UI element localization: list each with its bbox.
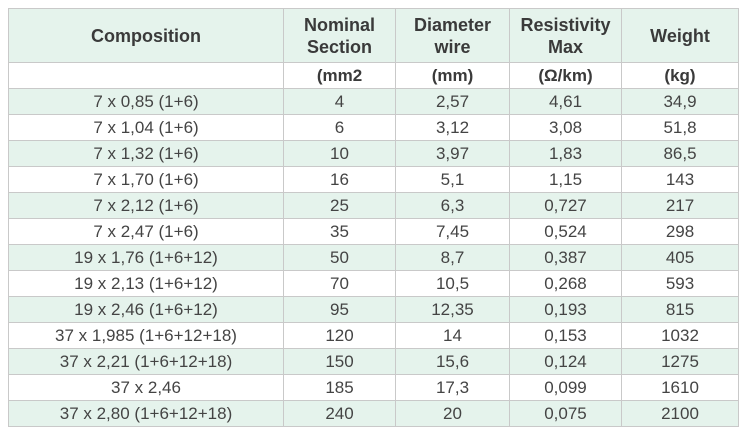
cell-resistivity: 0,524	[509, 218, 622, 245]
table-body: 7 x 0,85 (1+6) 4 2,57 4,61 34,9 7 x 1,04 (1+6…	[8, 88, 739, 427]
table-row: 19 x 2,46 (1+6+12) 95 12,35 0,193 815	[8, 296, 739, 323]
cell-nominal-section: 240	[283, 400, 396, 427]
cell-nominal-section: 50	[283, 244, 396, 271]
cell-resistivity: 3,08	[509, 114, 622, 141]
cell-composition: 7 x 1,70 (1+6)	[8, 166, 284, 193]
table-row: 37 x 2,46 185 17,3 0,099 1610	[8, 374, 739, 401]
table-row: 19 x 1,76 (1+6+12) 50 8,7 0,387 405	[8, 244, 739, 271]
unit-nominal-section: (mm2	[283, 62, 396, 89]
cell-composition: 37 x 1,985 (1+6+12+18)	[8, 322, 284, 349]
cell-diameter-wire: 17,3	[395, 374, 510, 401]
cell-diameter-wire: 8,7	[395, 244, 510, 271]
cell-weight: 51,8	[621, 114, 739, 141]
cell-nominal-section: 16	[283, 166, 396, 193]
cell-nominal-section: 95	[283, 296, 396, 323]
header-row: Composition Nominal Section Diameter wir…	[8, 8, 739, 63]
cell-nominal-section: 120	[283, 322, 396, 349]
cell-composition: 19 x 2,46 (1+6+12)	[8, 296, 284, 323]
cell-nominal-section: 10	[283, 140, 396, 167]
unit-weight: (kg)	[621, 62, 739, 89]
table-row: 7 x 1,04 (1+6) 6 3,12 3,08 51,8	[8, 114, 739, 141]
cell-resistivity: 0,153	[509, 322, 622, 349]
cell-composition: 7 x 2,12 (1+6)	[8, 192, 284, 219]
cell-weight: 1610	[621, 374, 739, 401]
cell-diameter-wire: 3,12	[395, 114, 510, 141]
cable-spec-table: Composition Nominal Section Diameter wir…	[8, 8, 739, 427]
table-row: 37 x 1,985 (1+6+12+18) 120 14 0,153 1032	[8, 322, 739, 349]
cell-nominal-section: 6	[283, 114, 396, 141]
cell-weight: 593	[621, 270, 739, 297]
cell-weight: 815	[621, 296, 739, 323]
units-row: (mm2 (mm) (Ω/km) (kg)	[8, 62, 739, 89]
cell-composition: 37 x 2,80 (1+6+12+18)	[8, 400, 284, 427]
cell-nominal-section: 35	[283, 218, 396, 245]
cell-diameter-wire: 6,3	[395, 192, 510, 219]
table-row: 7 x 1,70 (1+6) 16 5,1 1,15 143	[8, 166, 739, 193]
cell-composition: 19 x 2,13 (1+6+12)	[8, 270, 284, 297]
cell-weight: 1275	[621, 348, 739, 375]
cell-composition: 7 x 1,04 (1+6)	[8, 114, 284, 141]
cell-weight: 34,9	[621, 88, 739, 115]
cell-nominal-section: 4	[283, 88, 396, 115]
cell-resistivity: 0,727	[509, 192, 622, 219]
cell-composition: 7 x 1,32 (1+6)	[8, 140, 284, 167]
cell-weight: 217	[621, 192, 739, 219]
cell-resistivity: 1,83	[509, 140, 622, 167]
table-row: 37 x 2,80 (1+6+12+18) 240 20 0,075 2100	[8, 400, 739, 427]
cell-resistivity: 0,124	[509, 348, 622, 375]
cell-weight: 298	[621, 218, 739, 245]
unit-resistivity: (Ω/km)	[509, 62, 622, 89]
header-weight: Weight	[621, 8, 739, 63]
cell-diameter-wire: 3,97	[395, 140, 510, 167]
header-composition: Composition	[8, 8, 284, 63]
cell-weight: 1032	[621, 322, 739, 349]
cell-composition: 37 x 2,21 (1+6+12+18)	[8, 348, 284, 375]
cell-weight: 86,5	[621, 140, 739, 167]
cell-nominal-section: 185	[283, 374, 396, 401]
cell-resistivity: 4,61	[509, 88, 622, 115]
header-nominal-section: Nominal Section	[283, 8, 396, 63]
unit-diameter-wire: (mm)	[395, 62, 510, 89]
cell-resistivity: 0,387	[509, 244, 622, 271]
header-diameter-wire: Diameter wire	[395, 8, 510, 63]
cell-composition: 37 x 2,46	[8, 374, 284, 401]
cell-diameter-wire: 15,6	[395, 348, 510, 375]
cell-diameter-wire: 7,45	[395, 218, 510, 245]
unit-composition	[8, 62, 284, 89]
cell-diameter-wire: 12,35	[395, 296, 510, 323]
cell-weight: 2100	[621, 400, 739, 427]
table-row: 7 x 2,47 (1+6) 35 7,45 0,524 298	[8, 218, 739, 245]
cell-diameter-wire: 14	[395, 322, 510, 349]
cell-weight: 143	[621, 166, 739, 193]
cell-diameter-wire: 2,57	[395, 88, 510, 115]
cell-resistivity: 0,268	[509, 270, 622, 297]
table-row: 7 x 0,85 (1+6) 4 2,57 4,61 34,9	[8, 88, 739, 115]
cell-resistivity: 0,099	[509, 374, 622, 401]
cell-diameter-wire: 5,1	[395, 166, 510, 193]
cell-nominal-section: 25	[283, 192, 396, 219]
cell-nominal-section: 150	[283, 348, 396, 375]
cell-composition: 7 x 0,85 (1+6)	[8, 88, 284, 115]
cell-diameter-wire: 20	[395, 400, 510, 427]
cell-resistivity: 0,193	[509, 296, 622, 323]
cell-resistivity: 0,075	[509, 400, 622, 427]
table-row: 7 x 1,32 (1+6) 10 3,97 1,83 86,5	[8, 140, 739, 167]
cell-composition: 7 x 2,47 (1+6)	[8, 218, 284, 245]
cell-composition: 19 x 1,76 (1+6+12)	[8, 244, 284, 271]
cell-diameter-wire: 10,5	[395, 270, 510, 297]
cell-resistivity: 1,15	[509, 166, 622, 193]
header-resistivity: Resistivity Max	[509, 8, 622, 63]
table-row: 19 x 2,13 (1+6+12) 70 10,5 0,268 593	[8, 270, 739, 297]
table-row: 37 x 2,21 (1+6+12+18) 150 15,6 0,124 1275	[8, 348, 739, 375]
table-row: 7 x 2,12 (1+6) 25 6,3 0,727 217	[8, 192, 739, 219]
cell-weight: 405	[621, 244, 739, 271]
cell-nominal-section: 70	[283, 270, 396, 297]
